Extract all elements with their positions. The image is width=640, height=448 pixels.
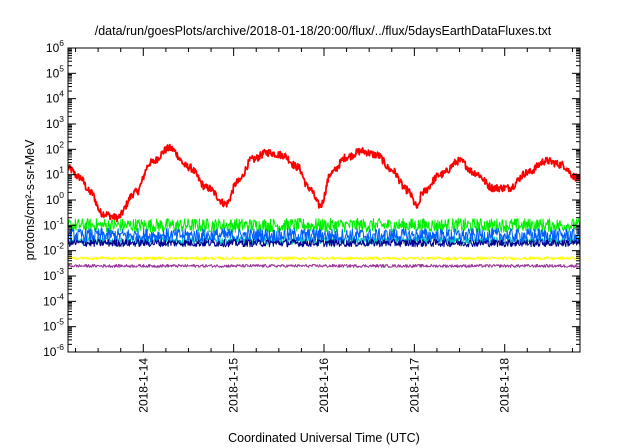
y-tick-label: 100 [46,190,64,207]
x-tick-label: 2018-1-15 [227,358,241,413]
x-axis: 2018-1-14 2018-1-15 2018-1-16 2018-1-17 2018… [75,48,573,413]
x-axis-label: Coordinated Universal Time (UTC) [228,431,420,445]
y-tick-label: 105 [46,63,64,80]
y-tick-label: 10-1 [43,215,64,232]
x-tick-label: 2018-1-18 [498,358,512,413]
x-tick-label: 2018-1-17 [407,358,421,413]
series-line-1 [68,143,580,223]
y-tick-label: 106 [46,38,64,55]
y-tick-label: 102 [46,139,64,156]
series-line-6 [68,256,580,261]
y-tick-label: 104 [46,89,64,106]
y-tick-label: 101 [46,165,64,182]
series-line-7 [68,263,580,268]
series-line-2 [68,217,580,233]
y-axis-label: protons/cm²-s-sr-MeV [23,139,37,261]
x-tick-label: 2018-1-16 [317,358,331,413]
y-tick-label: 10-2 [43,241,64,258]
series-layer [68,143,580,268]
series-line-5 [68,238,580,248]
y-tick-label: 103 [46,114,64,131]
y-axis: 10-6 10-5 10-4 10-3 10-2 10-1 100 101 102 103 104 1… [43,38,580,359]
series-line-4 [68,228,580,243]
y-tick-label: 10-4 [43,291,64,308]
chart-title: /data/run/goesPlots/archive/2018-01-18/2… [95,24,552,38]
y-tick-label: 10-3 [43,266,64,283]
y-tick-label: 10-6 [43,342,64,359]
y-tick-label: 10-5 [43,317,64,334]
x-tick-label: 2018-1-14 [136,358,150,413]
